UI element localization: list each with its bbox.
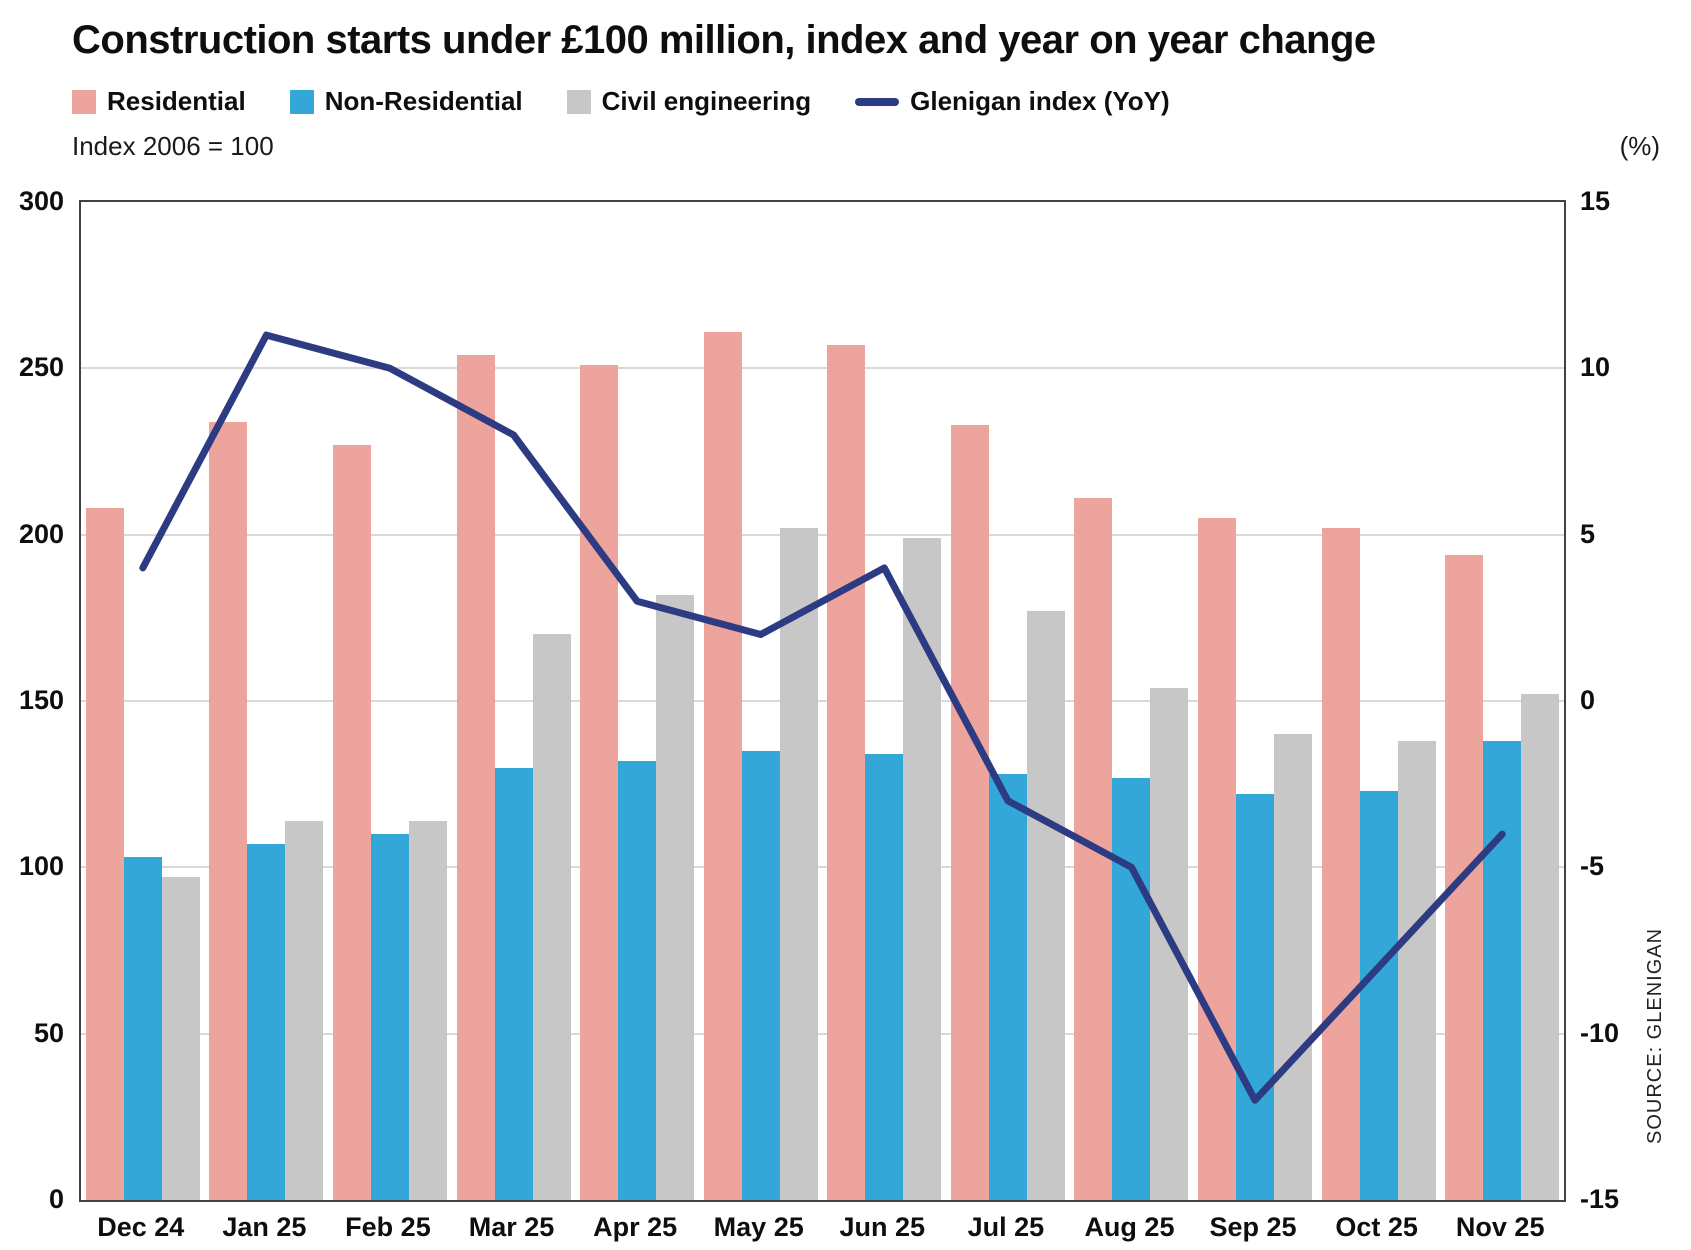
legend-square-swatch-icon — [289, 89, 314, 114]
right-axis-tick-label: 0 — [1580, 685, 1596, 715]
bar-non-residential-mar-25 — [494, 767, 533, 1200]
right-axis-tick-label: 5 — [1580, 518, 1596, 549]
x-axis-tick-label: Jul 25 — [967, 1212, 1045, 1242]
legend-item-glenigan-index-yoy-: Glenigan index (YoY) — [855, 86, 1170, 117]
bar-non-residential-jan-25 — [247, 844, 286, 1200]
bar-non-residential-dec-24 — [123, 857, 162, 1200]
bar-civil-engineering-jul-25 — [1026, 611, 1065, 1200]
gridline — [81, 367, 1564, 370]
left-axis-tick-label: 200 — [18, 518, 64, 549]
x-axis-tick-label: Jan 25 — [222, 1212, 307, 1242]
bar-non-residential-feb-25 — [370, 834, 409, 1200]
bar-group-dec-24 — [81, 508, 205, 1200]
legend-item-non-residential: Non-Residential — [289, 86, 523, 117]
bar-civil-engineering-jun-25 — [903, 538, 942, 1200]
gridline — [81, 866, 1564, 869]
legend-square-swatch-icon — [566, 89, 591, 114]
bar-residential-jan-25 — [209, 421, 248, 1200]
legend-item-civil-engineering: Civil engineering — [566, 86, 812, 117]
gridline — [81, 1032, 1564, 1035]
gridline — [81, 533, 1564, 536]
bar-non-residential-jun-25 — [865, 754, 904, 1200]
bar-civil-engineering-jan-25 — [285, 820, 324, 1200]
bar-group-mar-25 — [452, 355, 576, 1200]
bar-group-jan-25 — [205, 421, 329, 1200]
x-axis-tick-label: Sep 25 — [1209, 1212, 1297, 1242]
glenigan-index-line — [139, 331, 1506, 1104]
bar-non-residential-oct-25 — [1359, 790, 1398, 1200]
bar-residential-mar-25 — [456, 355, 495, 1200]
bar-residential-apr-25 — [580, 365, 619, 1200]
bar-non-residential-sep-25 — [1236, 794, 1275, 1200]
glenigan-index-polyline — [139, 331, 1506, 1104]
left-axis-tick-label: 300 — [18, 186, 64, 216]
bar-civil-engineering-feb-25 — [408, 820, 447, 1200]
bar-residential-oct-25 — [1321, 528, 1360, 1200]
left-axis-tick-label: 0 — [48, 1184, 64, 1214]
x-axis-tick-label: Nov 25 — [1455, 1212, 1545, 1242]
bar-non-residential-nov-25 — [1483, 740, 1522, 1200]
legend-square-swatch-icon — [72, 89, 96, 114]
bar-group-jun-25 — [823, 345, 947, 1200]
legend-item-label: Residential — [107, 86, 246, 116]
left-axis-tick-label: 50 — [33, 1017, 64, 1048]
right-axis-note: (%) — [1619, 131, 1660, 161]
x-axis-tick-label: Apr 25 — [593, 1212, 678, 1242]
x-axis-tick-label: Feb 25 — [345, 1212, 431, 1242]
bar-group-may-25 — [699, 331, 823, 1200]
legend-line-swatch-icon — [855, 97, 900, 106]
bar-residential-feb-25 — [332, 444, 371, 1200]
bar-non-residential-jul-25 — [988, 774, 1027, 1200]
left-axis-note: Index 2006 = 100 — [72, 131, 274, 161]
bar-residential-jun-25 — [827, 345, 866, 1200]
bar-group-oct-25 — [1317, 528, 1441, 1200]
legend-item-residential: Residential — [72, 86, 246, 117]
bar-non-residential-apr-25 — [618, 760, 657, 1200]
legend-item-label: Civil engineering — [601, 86, 812, 116]
legend: Residential Non-Residential Civil engineer… — [72, 86, 1170, 117]
right-axis-tick-label: -10 — [1580, 1017, 1620, 1048]
bar-civil-engineering-apr-25 — [656, 594, 695, 1200]
gridline — [81, 700, 1564, 702]
left-axis-tick-label: 250 — [18, 352, 64, 383]
x-axis-tick-label: Mar 25 — [468, 1212, 555, 1242]
bar-civil-engineering-nov-25 — [1521, 694, 1560, 1200]
x-axis-tick-label: May 25 — [713, 1212, 804, 1242]
bar-residential-jul-25 — [950, 424, 989, 1200]
bar-group-apr-25 — [575, 365, 699, 1200]
bar-group-jul-25 — [946, 424, 1070, 1200]
x-axis-tick-label: Aug 25 — [1084, 1212, 1175, 1242]
bar-residential-sep-25 — [1198, 518, 1237, 1200]
bar-group-feb-25 — [328, 444, 452, 1200]
x-axis-tick-label: Dec 24 — [97, 1212, 185, 1242]
plot-area — [79, 200, 1566, 1202]
bar-non-residential-may-25 — [741, 750, 780, 1200]
bar-civil-engineering-sep-25 — [1274, 734, 1313, 1200]
bar-residential-dec-24 — [85, 508, 124, 1200]
bar-non-residential-aug-25 — [1112, 777, 1151, 1200]
right-axis-tick-label: 10 — [1580, 352, 1611, 383]
right-axis-tick-label: 15 — [1580, 186, 1611, 216]
right-axis-tick-label: -5 — [1580, 851, 1605, 882]
bar-civil-engineering-may-25 — [779, 528, 818, 1200]
bar-civil-engineering-mar-25 — [532, 634, 571, 1200]
bar-residential-may-25 — [703, 331, 742, 1200]
bar-civil-engineering-dec-24 — [161, 877, 200, 1200]
bar-civil-engineering-oct-25 — [1397, 740, 1436, 1200]
bar-group-sep-25 — [1193, 518, 1317, 1200]
legend-item-label: Glenigan index (YoY) — [910, 86, 1170, 116]
x-axis-tick-label: Oct 25 — [1335, 1212, 1418, 1242]
chart-title: Construction starts under £100 million, … — [72, 18, 1376, 62]
x-axis-tick-label: Jun 25 — [839, 1212, 926, 1242]
legend-item-label: Non-Residential — [324, 86, 523, 116]
right-axis-tick-label: -15 — [1580, 1184, 1620, 1214]
left-axis-tick-label: 100 — [18, 851, 64, 882]
left-axis-tick-label: 150 — [18, 685, 64, 715]
